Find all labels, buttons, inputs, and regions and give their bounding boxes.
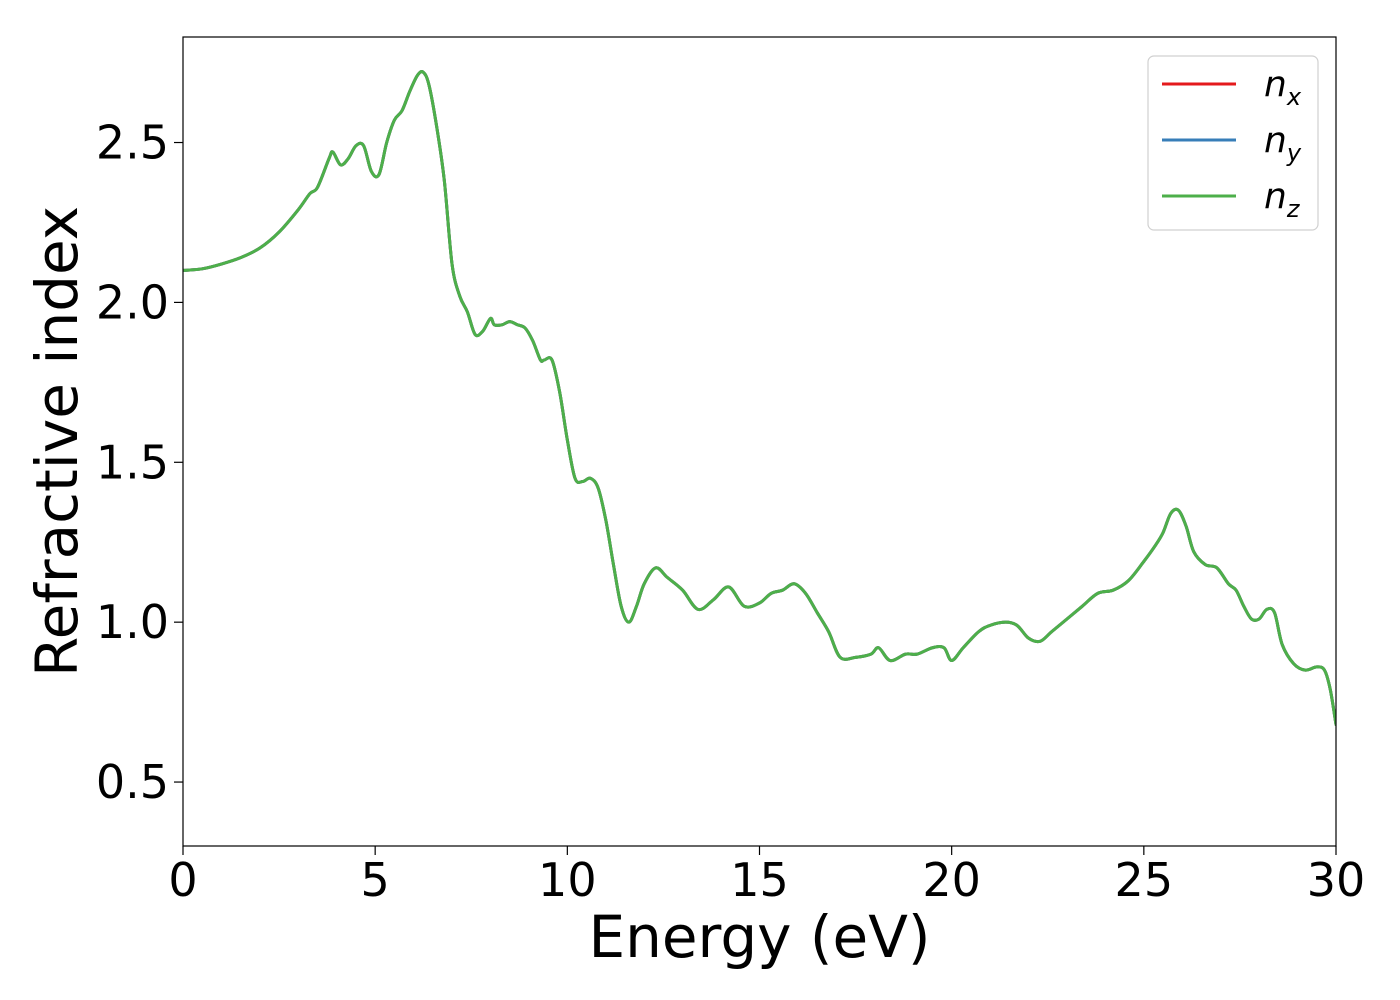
x-axis-label: Energy (eV)	[588, 903, 930, 971]
y-axis: 0.5 1.0 1.5 2.0 2.5	[96, 116, 183, 809]
series-line-z	[183, 70, 1336, 726]
x-tick-label: 10	[538, 853, 597, 907]
x-tick-label: 5	[361, 853, 390, 907]
x-tick-label: 30	[1307, 853, 1366, 907]
series-layer	[183, 70, 1336, 726]
y-tick-label: 2.0	[96, 275, 169, 329]
legend-box	[1147, 55, 1319, 231]
y-tick-label: 0.5	[96, 755, 169, 809]
x-tick-label: 25	[1115, 853, 1174, 907]
y-tick-label: 1.0	[96, 595, 169, 649]
y-tick-label: 2.5	[96, 116, 169, 170]
x-tick-label: 20	[922, 853, 981, 907]
x-tick-label: 15	[730, 853, 789, 907]
legend-label-y: ny	[1264, 120, 1302, 167]
x-tick-label: 0	[168, 853, 197, 907]
x-axis: 0 5 10 15 20 25 30	[168, 846, 1365, 907]
legend-label-z: nz	[1264, 176, 1301, 223]
legend-label-x: nx	[1264, 64, 1302, 111]
y-axis-label: Refractive index	[23, 206, 91, 677]
legend: nx ny nz	[1147, 55, 1319, 231]
y-tick-label: 1.5	[96, 435, 169, 489]
